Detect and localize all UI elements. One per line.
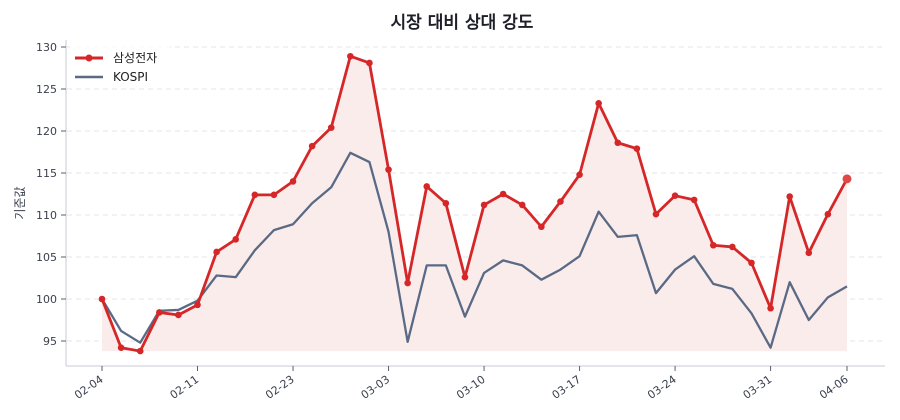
samsung-data-point[interactable] — [404, 279, 411, 287]
samsung-data-point[interactable] — [327, 124, 335, 131]
y-tick-label: 110 — [36, 209, 57, 222]
samsung-data-point[interactable] — [671, 192, 679, 199]
samsung-data-point[interactable] — [156, 309, 163, 316]
legend-box — [70, 42, 170, 86]
x-tick-label: 03-17 — [550, 373, 584, 402]
samsung-data-point[interactable] — [442, 199, 450, 207]
samsung-data-point[interactable] — [308, 142, 316, 150]
samsung-data-point[interactable] — [289, 178, 297, 185]
x-axis-ticks: 02-04 02-11 02-23 03-03 03-10 03-17 03-24 03-31… — [72, 366, 851, 402]
x-tick-label: 04-06 — [817, 373, 851, 402]
samsung-data-point[interactable] — [499, 190, 507, 198]
samsung-data-point[interactable] — [595, 99, 602, 107]
y-tick-label: 125 — [36, 83, 57, 96]
samsung-data-point[interactable] — [347, 52, 354, 60]
samsung-data-point[interactable] — [175, 311, 182, 319]
samsung-data-point[interactable] — [461, 273, 469, 281]
samsung-data-point[interactable] — [614, 139, 622, 147]
samsung-data-point[interactable] — [98, 295, 106, 303]
fill-area — [102, 56, 847, 352]
samsung-data-point[interactable] — [748, 259, 755, 267]
y-tick-label: 130 — [36, 41, 57, 54]
samsung-fill-area — [102, 56, 847, 352]
samsung-data-point[interactable] — [652, 210, 660, 218]
samsung-data-point[interactable] — [576, 171, 583, 178]
samsung-data-point[interactable] — [824, 210, 832, 218]
samsung-data-point[interactable] — [366, 59, 373, 67]
x-tick-label: 02-23 — [263, 373, 297, 402]
y-tick-label: 115 — [36, 167, 57, 180]
samsung-data-point[interactable] — [842, 174, 852, 184]
samsung-data-point[interactable] — [385, 166, 392, 173]
samsung-data-point[interactable] — [518, 201, 526, 209]
samsung-data-point[interactable] — [251, 191, 259, 199]
samsung-line — [100, 54, 849, 353]
x-tick-label: 02-11 — [168, 373, 202, 402]
series-lines — [98, 52, 852, 355]
y-tick-label: 100 — [36, 293, 57, 306]
x-tick-label: 03-10 — [454, 373, 488, 402]
samsung-data-point[interactable] — [633, 145, 641, 152]
y-axis-label: 기준값 — [13, 186, 27, 219]
samsung-data-point[interactable] — [194, 301, 201, 309]
samsung-data-point[interactable] — [557, 198, 564, 205]
y-tick-label: 105 — [36, 251, 57, 264]
samsung-data-point[interactable] — [767, 304, 774, 312]
y-axis-ticks: 95 100 105 110 115 120 125 130 — [36, 41, 66, 348]
legend-item-kospi[interactable]: KOSPI — [75, 70, 148, 84]
y-tick-label: 120 — [36, 125, 57, 138]
samsung-data-point[interactable] — [786, 193, 793, 200]
samsung-data-point[interactable] — [709, 241, 717, 249]
legend-label-kospi: KOSPI — [113, 70, 148, 84]
samsung-data-point[interactable] — [690, 196, 698, 204]
legend-item-samsung[interactable]: 삼성전자 — [75, 51, 157, 65]
x-tick-label: 03-24 — [645, 373, 679, 402]
samsung-data-point[interactable] — [232, 236, 240, 243]
x-tick-label: 03-03 — [359, 373, 393, 402]
legend-marker-samsung-icon — [85, 54, 93, 62]
x-tick-label: 02-04 — [72, 373, 106, 402]
samsung-data-point[interactable] — [538, 223, 545, 231]
kospi-line — [101, 151, 848, 349]
samsung-data-point[interactable] — [423, 183, 431, 190]
chart-title: 시장 대비 상대 강도 — [391, 13, 534, 33]
samsung-data-point[interactable] — [729, 243, 736, 251]
y-tick-label: 95 — [43, 335, 57, 348]
samsung-data-point[interactable] — [480, 201, 488, 209]
samsung-data-point[interactable] — [270, 191, 278, 199]
legend: 삼성전자 KOSPI — [70, 42, 170, 86]
axes — [65, 40, 885, 367]
x-tick-label: 03-31 — [741, 373, 775, 402]
samsung-data-point[interactable] — [136, 347, 144, 355]
samsung-data-point[interactable] — [117, 344, 125, 352]
samsung-data-point[interactable] — [805, 249, 813, 257]
samsung-data-point[interactable] — [213, 248, 220, 256]
legend-label-samsung: 삼성전자 — [113, 51, 157, 65]
